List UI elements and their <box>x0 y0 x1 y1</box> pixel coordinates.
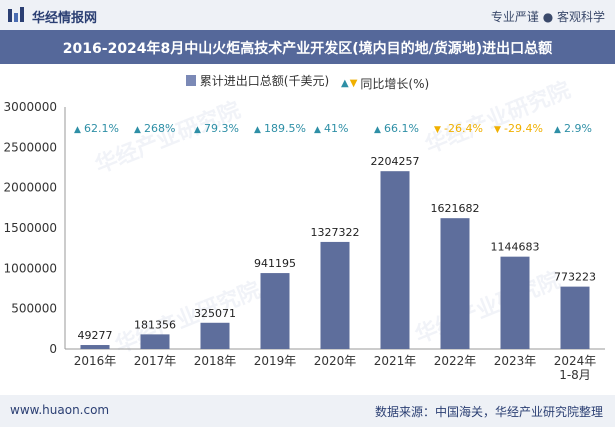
bar-value-label: 1327322 <box>311 226 360 239</box>
growth-label: 2.9% <box>564 122 592 135</box>
y-tick-label: 3000000 <box>4 100 57 114</box>
bar-value-label: 1621682 <box>431 202 480 215</box>
growth-up-marker: ▲ <box>74 125 81 135</box>
bar <box>440 218 470 349</box>
x-tick-label: 1-8月 <box>559 368 591 382</box>
growth-label: 41% <box>324 122 348 135</box>
growth-label: -26.4% <box>444 122 483 135</box>
x-tick-label: 2024年 <box>554 354 597 368</box>
growth-up-marker: ▲ <box>314 125 321 135</box>
bar-value-label: 49277 <box>78 329 113 342</box>
x-tick-label: 2017年 <box>134 354 177 368</box>
legend-item-bars: 累计进出口总额(千美元) <box>185 72 330 89</box>
y-tick-label: 0 <box>49 342 57 356</box>
x-tick-label: 2019年 <box>254 354 297 368</box>
bar <box>500 256 530 349</box>
bar <box>140 334 170 349</box>
bar <box>80 345 110 349</box>
data-source: 数据来源：中国海关，华经产业研究院整理 <box>374 405 603 419</box>
triangle-up-icon: ▲ <box>341 78 349 89</box>
growth-label: 66.1% <box>384 122 419 135</box>
legend-item-growth: ▲ ▼ 同比增长(%) <box>341 75 429 92</box>
bar-value-label: 941195 <box>254 257 296 270</box>
bar-chart: 0 500000 1000000 1500000 2000000 2500000 30000… <box>4 100 605 382</box>
legend: 累计进出口总额(千美元) ▲ ▼ 同比增长(%) <box>0 72 615 92</box>
tagline: 专业严谨 ● 客观科学 <box>490 10 605 24</box>
x-tick-label: 2022年 <box>434 354 477 368</box>
growth-label: 268% <box>144 122 175 135</box>
growth-label: 189.5% <box>264 122 306 135</box>
bar-value-label: 181356 <box>134 318 176 331</box>
y-tick-label: 1000000 <box>4 261 57 275</box>
site-url: www.huaon.com <box>10 403 110 417</box>
bar <box>320 241 350 349</box>
x-tick-label: 2018年 <box>194 354 237 368</box>
x-tick-label: 2016年 <box>74 354 117 368</box>
growth-label: 62.1% <box>84 122 119 135</box>
growth-label: 79.3% <box>204 122 239 135</box>
triangle-down-icon: ▼ <box>349 78 358 89</box>
bar <box>260 273 290 349</box>
bar-value-label: 325071 <box>194 307 236 320</box>
growth-down-marker: ▼ <box>494 125 501 135</box>
brand-name: 华经情报网 <box>32 11 98 26</box>
x-tick-label: 2020年 <box>314 354 357 368</box>
bar-value-label: 2204257 <box>371 155 420 168</box>
x-tick-label: 2021年 <box>374 354 417 368</box>
legend-growth-label: 同比增长(%) <box>360 77 430 91</box>
chart-title: 2016-2024年8月中山火炬高技术产业开发区(境内目的地/货源地)进出口总额 <box>62 41 553 57</box>
growth-label: -29.4% <box>504 122 543 135</box>
x-tick-label: 2023年 <box>494 354 537 368</box>
growth-up-marker: ▲ <box>554 125 561 135</box>
title-bar: 2016-2024年8月中山火炬高技术产业开发区(境内目的地/货源地)进出口总额 <box>0 30 615 64</box>
bar <box>200 322 230 349</box>
bar-value-label: 1144683 <box>491 241 540 254</box>
growth-up-marker: ▲ <box>134 125 141 135</box>
bar <box>560 286 590 349</box>
header-bar: 华经情报网 专业严谨 ● 客观科学 <box>0 0 615 30</box>
legend-bar-label: 累计进出口总额(千美元) <box>199 74 330 88</box>
footer-bar: www.huaon.com 数据来源：中国海关，华经产业研究院整理 <box>0 395 615 427</box>
bar <box>380 171 410 349</box>
y-tick-label: 2000000 <box>4 181 57 195</box>
y-tick-label: 2500000 <box>4 140 57 154</box>
growth-up-marker: ▲ <box>374 125 381 135</box>
growth-up-marker: ▲ <box>254 125 261 135</box>
legend-bar-swatch <box>185 75 196 86</box>
y-tick-label: 500000 <box>11 302 57 316</box>
growth-up-marker: ▲ <box>194 125 201 135</box>
bar-value-label: 773223 <box>554 271 596 284</box>
logo-icon <box>8 7 24 22</box>
y-tick-label: 1500000 <box>4 221 57 235</box>
growth-down-marker: ▼ <box>434 125 441 135</box>
